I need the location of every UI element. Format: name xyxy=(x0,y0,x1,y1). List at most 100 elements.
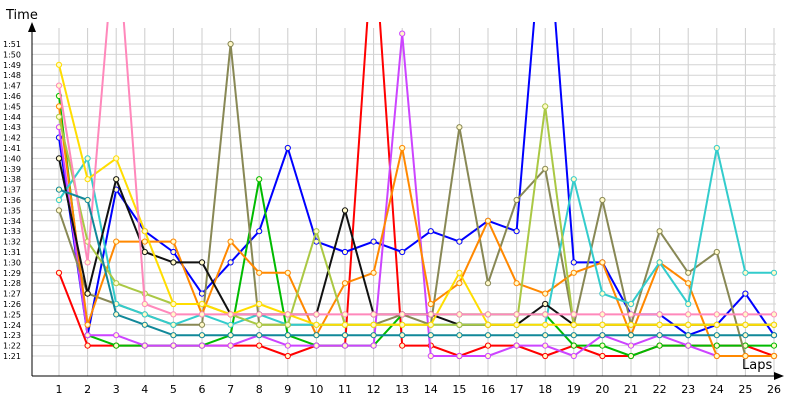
y-tick-label: 1:50 xyxy=(3,50,21,59)
data-point xyxy=(542,311,549,318)
data-point xyxy=(627,352,635,360)
x-tick-label: 25 xyxy=(738,383,752,396)
data-point xyxy=(513,342,520,349)
data-point xyxy=(627,311,635,318)
data-point xyxy=(570,352,577,360)
data-point xyxy=(542,321,549,328)
x-tick-label: 5 xyxy=(170,383,177,396)
data-point xyxy=(55,61,63,68)
y-tick-label: 1:51 xyxy=(3,40,21,49)
series-10 xyxy=(55,61,778,328)
x-tick-label: 26 xyxy=(767,383,781,396)
y-tick-label: 1:49 xyxy=(3,61,21,70)
data-point xyxy=(256,176,263,183)
data-point xyxy=(55,103,63,110)
data-point xyxy=(313,342,320,349)
data-point xyxy=(599,311,606,318)
series-4 xyxy=(55,30,778,360)
data-point xyxy=(656,321,663,328)
data-point xyxy=(170,259,177,266)
x-tick-label: 1 xyxy=(56,383,63,396)
data-point xyxy=(170,300,177,308)
y-tick-label: 1:33 xyxy=(3,227,21,236)
data-point xyxy=(742,311,749,318)
data-point xyxy=(742,352,749,360)
data-point xyxy=(113,342,120,349)
data-point xyxy=(770,311,778,318)
data-point xyxy=(484,280,492,287)
data-point xyxy=(341,342,349,349)
y-axis-title: Time xyxy=(5,8,38,23)
y-tick-label: 1:27 xyxy=(3,290,21,299)
y-tick-label: 1:36 xyxy=(3,196,21,205)
data-point xyxy=(399,321,406,328)
data-point xyxy=(370,332,377,339)
data-point xyxy=(456,311,463,318)
data-point xyxy=(55,155,63,162)
data-point xyxy=(370,238,377,245)
data-point xyxy=(55,269,63,276)
data-point xyxy=(627,342,635,349)
data-point xyxy=(198,332,206,339)
data-point xyxy=(84,321,91,328)
data-point xyxy=(570,259,577,266)
data-point xyxy=(170,311,177,318)
data-point xyxy=(170,342,177,349)
data-point xyxy=(599,290,606,297)
y-tick-label: 1:30 xyxy=(3,258,21,267)
axes xyxy=(28,22,784,380)
data-point xyxy=(713,321,720,328)
grid-lines xyxy=(32,28,776,376)
series-line xyxy=(58,106,774,357)
data-point xyxy=(513,332,520,339)
data-point xyxy=(141,228,148,235)
x-tick-label: 22 xyxy=(653,383,667,396)
y-tick-label: 1:41 xyxy=(3,144,21,153)
x-tick-label: 2 xyxy=(84,383,91,396)
y-tick-label: 1:45 xyxy=(3,102,21,111)
data-point xyxy=(84,259,91,266)
data-point xyxy=(141,311,148,318)
data-point xyxy=(685,342,692,349)
data-point xyxy=(55,82,63,89)
x-axis-arrow-icon xyxy=(774,372,784,380)
data-point xyxy=(113,176,120,183)
data-point xyxy=(313,311,320,318)
data-point xyxy=(713,352,720,360)
data-point xyxy=(170,238,177,245)
data-point xyxy=(427,321,434,328)
data-point xyxy=(284,342,291,349)
data-point xyxy=(341,280,349,287)
series-line xyxy=(58,43,774,357)
data-point xyxy=(685,300,692,308)
y-tick-label: 1:31 xyxy=(3,248,21,257)
data-point xyxy=(484,217,492,224)
data-point xyxy=(227,238,234,245)
data-point xyxy=(313,228,320,235)
x-tick-label: 7 xyxy=(227,383,234,396)
data-point xyxy=(399,332,406,339)
data-point xyxy=(742,332,749,339)
data-point xyxy=(742,290,749,297)
data-point xyxy=(599,342,606,349)
data-point xyxy=(55,207,63,214)
data-point xyxy=(484,311,492,318)
data-point xyxy=(113,155,120,162)
data-point xyxy=(141,238,148,245)
series-line xyxy=(58,105,774,326)
data-point xyxy=(713,342,720,349)
data-point xyxy=(599,259,606,266)
data-point xyxy=(770,321,778,328)
data-point xyxy=(55,196,63,204)
series-11 xyxy=(55,22,778,318)
x-tick-label: 8 xyxy=(256,383,263,396)
series-line xyxy=(58,32,774,357)
x-tick-label: 13 xyxy=(395,383,409,396)
data-point xyxy=(456,280,463,287)
data-point xyxy=(141,342,148,349)
data-point xyxy=(484,332,492,339)
data-point xyxy=(456,238,463,245)
data-point xyxy=(570,311,577,318)
data-point xyxy=(341,311,349,318)
